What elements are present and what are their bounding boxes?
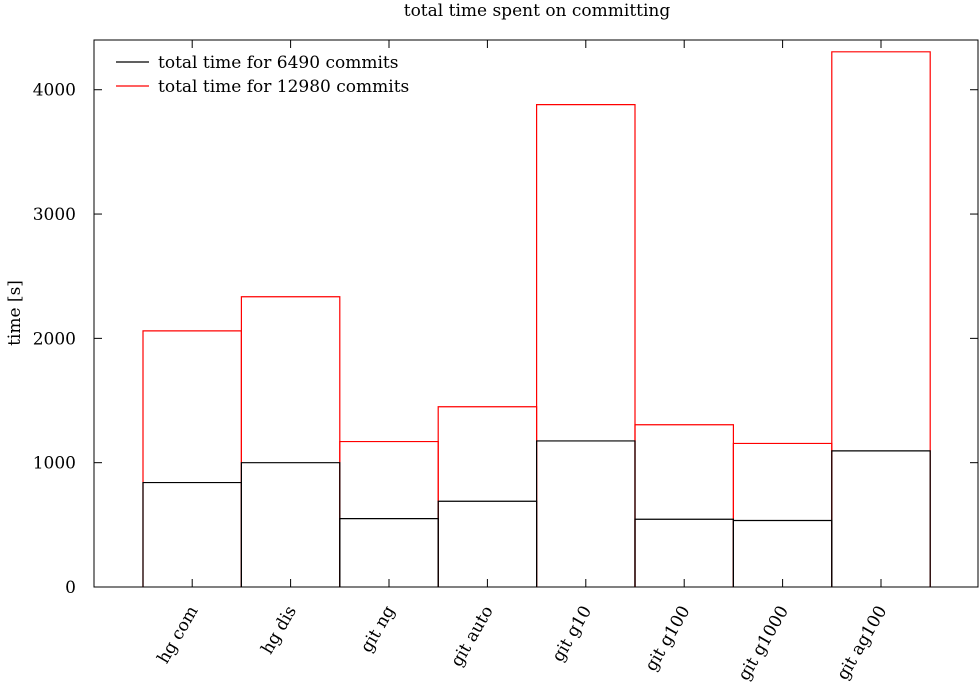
bar-series-2 (536, 104, 636, 587)
x-tick-label: git g1000 (734, 603, 793, 685)
x-tick-label: git ag100 (833, 603, 891, 684)
y-axis-label: time [s] (5, 280, 25, 346)
bar-series-2 (732, 442, 833, 587)
x-tick-label: hg dis (257, 603, 300, 658)
x-tick-label: hg com (154, 603, 203, 668)
x-tick-label: git g10 (548, 603, 596, 666)
bar-series-1 (437, 500, 538, 587)
bar-series-1 (732, 519, 833, 587)
bar-series-2 (240, 296, 341, 587)
bar-series-1 (339, 518, 439, 587)
bar-series-1 (142, 481, 242, 587)
y-axis: 0 1000 2000 3000 4000 (33, 81, 978, 598)
y-tick-label: 3000 (33, 205, 76, 225)
bar-series-2 (142, 330, 242, 587)
legend-label-series-2: total time for 12980 commits (158, 77, 409, 97)
y-tick-label: 1000 (33, 454, 76, 474)
bar-series-1 (240, 462, 341, 587)
x-tick-label: git auto (447, 603, 498, 671)
bar-series-1 (536, 440, 636, 587)
bar-series-1 (831, 450, 931, 587)
bar-series-2 (634, 424, 734, 587)
legend-label-series-1: total time for 6490 commits (158, 53, 398, 73)
bar-series-2 (339, 440, 439, 587)
x-tick-label: git ng (357, 602, 400, 656)
y-tick-label: 4000 (33, 81, 76, 101)
bar-series-1 (634, 518, 734, 587)
bar-series-2 (437, 406, 538, 587)
bars (142, 51, 931, 587)
y-tick-label: 2000 (33, 329, 76, 349)
y-tick-label: 0 (65, 578, 76, 598)
bar-series-2 (831, 51, 931, 587)
x-axis: hg com hg dis git ng git auto git g10 git g10… (154, 40, 891, 685)
chart-title: total time spent on committing (404, 1, 671, 21)
x-tick-label: git g100 (641, 603, 694, 675)
legend: total time for 6490 commits total time f… (116, 53, 409, 97)
